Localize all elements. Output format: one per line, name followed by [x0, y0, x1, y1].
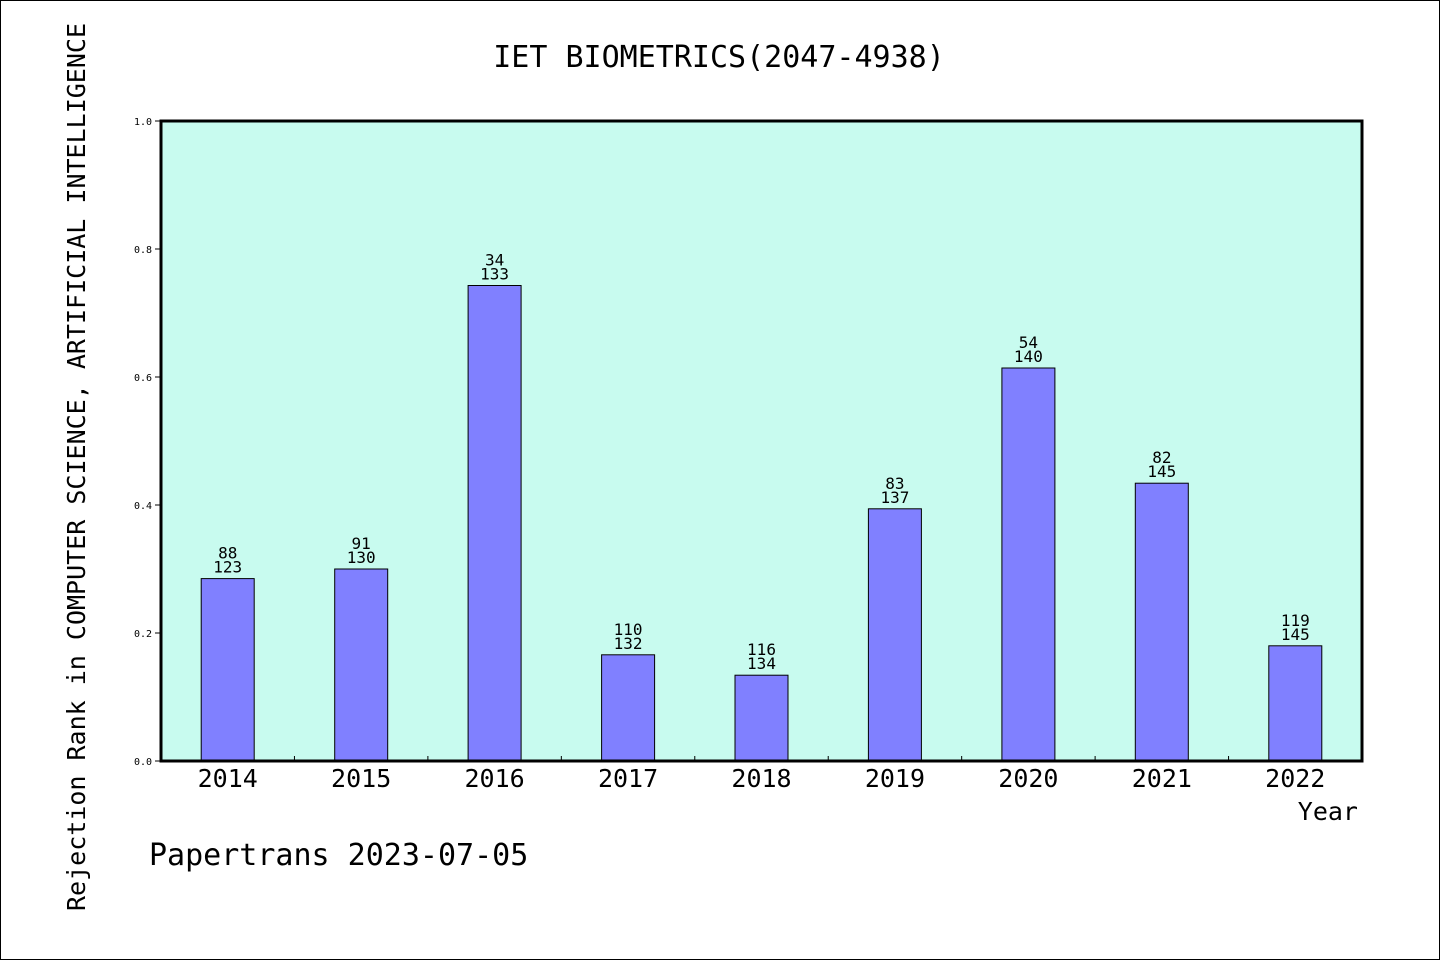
bar: [200, 578, 255, 762]
bar-total-label: 134: [747, 654, 776, 673]
bar: [1134, 482, 1189, 762]
x-axis-label: Year: [1298, 797, 1358, 826]
y-axis-label: Rejection Rank in COMPUTER SCIENCE, ARTI…: [62, 23, 91, 911]
x-tick-label: 2020: [998, 764, 1058, 793]
bar-rank-label: 116: [747, 640, 776, 659]
bar-rank-label: 91: [352, 534, 371, 553]
bar-rank-label: 34: [485, 250, 504, 269]
bar-rank-label: 54: [1019, 333, 1038, 352]
bar-rank-label: 83: [885, 474, 904, 493]
bar-rank-label: 119: [1281, 611, 1310, 630]
y-tick-label: 0.8: [134, 245, 152, 256]
bar-rank-label: 88: [218, 544, 237, 563]
plot-area: 0.00.20.40.60.81.08812320149113020153413…: [134, 117, 1364, 793]
y-tick-label: 1.0: [134, 117, 152, 128]
bar-total-label: 123: [213, 558, 242, 577]
bar-total-label: 137: [880, 488, 909, 507]
bar: [1268, 645, 1323, 762]
bar: [1001, 367, 1056, 762]
x-tick-label: 2021: [1132, 764, 1192, 793]
x-tick-label: 2015: [331, 764, 391, 793]
y-tick-label: 0.0: [134, 757, 152, 768]
y-tick-label: 0.6: [134, 373, 152, 384]
bar: [334, 568, 389, 762]
x-tick-label: 2018: [731, 764, 791, 793]
bar-rank-label: 82: [1152, 448, 1171, 467]
bar-rank-label: 110: [614, 620, 643, 639]
x-tick-label: 2019: [865, 764, 925, 793]
bar-total-label: 145: [1147, 462, 1176, 481]
x-tick-label: 2016: [465, 764, 525, 793]
y-tick-label: 0.4: [134, 501, 152, 512]
bar: [734, 674, 789, 762]
plot-frame: [159, 119, 1364, 763]
chart-title: IET BIOMETRICS(2047-4938): [493, 40, 945, 75]
x-tick-label: 2014: [198, 764, 258, 793]
watermark-text: Papertrans 2023-07-05: [149, 838, 528, 873]
bar-total-label: 140: [1014, 347, 1043, 366]
x-tick-label: 2017: [598, 764, 658, 793]
x-tick-label: 2022: [1265, 764, 1325, 793]
bar-total-label: 145: [1281, 625, 1310, 644]
bar-total-label: 130: [347, 548, 376, 567]
bar: [467, 285, 522, 762]
bar-total-label: 133: [480, 264, 509, 283]
bar: [601, 654, 656, 762]
y-tick-label: 0.2: [134, 629, 152, 640]
bar-total-label: 132: [614, 634, 643, 653]
bar: [867, 508, 922, 762]
